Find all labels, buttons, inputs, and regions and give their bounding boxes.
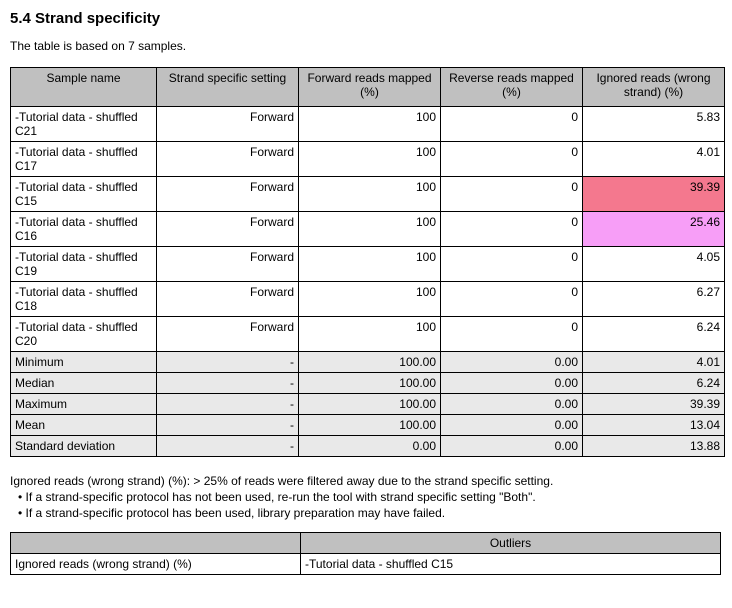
col-header-reverse: Reverse reads mapped (%) (441, 68, 583, 107)
table-header-row: Sample name Strand specific setting Forw… (11, 68, 725, 107)
notes-bullet-1: • If a strand-specific protocol has not … (10, 489, 722, 505)
cell-reverse: 0 (441, 212, 583, 247)
cell-ignored: 4.05 (583, 247, 725, 282)
cell-sample-name: -Tutorial data - shuffled C15 (11, 177, 157, 212)
table-row: -Tutorial data - shuffled C20Forward1000… (11, 317, 725, 352)
cell-forward: 100 (299, 282, 441, 317)
cell-stat-ignored: 13.04 (583, 415, 725, 436)
col-header-forward: Forward reads mapped (%) (299, 68, 441, 107)
cell-reverse: 0 (441, 247, 583, 282)
cell-strand: Forward (157, 177, 299, 212)
outliers-row-value: -Tutorial data - shuffled C15 (301, 553, 721, 574)
cell-stat-forward: 100.00 (299, 394, 441, 415)
intro-text: The table is based on 7 samples. (10, 39, 722, 53)
cell-stat-ignored: 13.88 (583, 436, 725, 457)
cell-stat-strand: - (157, 352, 299, 373)
cell-stat-reverse: 0.00 (441, 352, 583, 373)
section-title: 5.4 Strand specificity (10, 10, 722, 27)
cell-stat-label: Maximum (11, 394, 157, 415)
cell-sample-name: -Tutorial data - shuffled C19 (11, 247, 157, 282)
cell-strand: Forward (157, 107, 299, 142)
cell-stat-reverse: 0.00 (441, 436, 583, 457)
cell-stat-ignored: 4.01 (583, 352, 725, 373)
cell-forward: 100 (299, 107, 441, 142)
table-row: -Tutorial data - shuffled C16Forward1000… (11, 212, 725, 247)
cell-stat-ignored: 39.39 (583, 394, 725, 415)
outliers-row-label: Ignored reads (wrong strand) (%) (11, 553, 301, 574)
cell-ignored: 39.39 (583, 177, 725, 212)
table-row: -Tutorial data - shuffled C19Forward1000… (11, 247, 725, 282)
table-row: -Tutorial data - shuffled C15Forward1000… (11, 177, 725, 212)
cell-stat-forward: 0.00 (299, 436, 441, 457)
cell-sample-name: -Tutorial data - shuffled C20 (11, 317, 157, 352)
notes-bullet-2: • If a strand-specific protocol has been… (10, 505, 722, 521)
table-stat-row: Maximum-100.000.0039.39 (11, 394, 725, 415)
table-stat-row: Mean-100.000.0013.04 (11, 415, 725, 436)
cell-ignored: 6.27 (583, 282, 725, 317)
cell-strand: Forward (157, 142, 299, 177)
notes-block: Ignored reads (wrong strand) (%): > 25% … (10, 473, 722, 522)
col-header-sample: Sample name (11, 68, 157, 107)
cell-stat-forward: 100.00 (299, 415, 441, 436)
notes-line-1: Ignored reads (wrong strand) (%): > 25% … (10, 473, 722, 489)
cell-sample-name: -Tutorial data - shuffled C17 (11, 142, 157, 177)
cell-reverse: 0 (441, 317, 583, 352)
table-stat-row: Median-100.000.006.24 (11, 373, 725, 394)
col-header-strand: Strand specific setting (157, 68, 299, 107)
cell-strand: Forward (157, 317, 299, 352)
cell-stat-forward: 100.00 (299, 352, 441, 373)
cell-reverse: 0 (441, 177, 583, 212)
cell-strand: Forward (157, 212, 299, 247)
cell-stat-forward: 100.00 (299, 373, 441, 394)
cell-stat-strand: - (157, 415, 299, 436)
cell-strand: Forward (157, 282, 299, 317)
cell-forward: 100 (299, 177, 441, 212)
cell-reverse: 0 (441, 142, 583, 177)
outliers-table: Outliers Ignored reads (wrong strand) (%… (10, 532, 721, 575)
table-stat-row: Standard deviation-0.000.0013.88 (11, 436, 725, 457)
cell-forward: 100 (299, 142, 441, 177)
cell-ignored: 4.01 (583, 142, 725, 177)
section-number: 5.4 (10, 10, 31, 27)
cell-stat-label: Minimum (11, 352, 157, 373)
cell-reverse: 0 (441, 107, 583, 142)
cell-forward: 100 (299, 317, 441, 352)
outliers-header-row: Outliers (11, 532, 721, 553)
outliers-row: Ignored reads (wrong strand) (%) -Tutori… (11, 553, 721, 574)
table-row: -Tutorial data - shuffled C21Forward1000… (11, 107, 725, 142)
cell-strand: Forward (157, 247, 299, 282)
cell-sample-name: -Tutorial data - shuffled C16 (11, 212, 157, 247)
cell-stat-strand: - (157, 394, 299, 415)
strand-table: Sample name Strand specific setting Forw… (10, 67, 725, 457)
cell-stat-label: Median (11, 373, 157, 394)
cell-forward: 100 (299, 247, 441, 282)
outliers-header: Outliers (301, 532, 721, 553)
cell-sample-name: -Tutorial data - shuffled C21 (11, 107, 157, 142)
cell-ignored: 5.83 (583, 107, 725, 142)
table-stat-row: Minimum-100.000.004.01 (11, 352, 725, 373)
cell-forward: 100 (299, 212, 441, 247)
col-header-ignored: Ignored reads (wrong strand) (%) (583, 68, 725, 107)
section-heading: Strand specificity (35, 10, 160, 27)
cell-stat-strand: - (157, 373, 299, 394)
cell-stat-strand: - (157, 436, 299, 457)
cell-stat-ignored: 6.24 (583, 373, 725, 394)
cell-stat-reverse: 0.00 (441, 394, 583, 415)
table-row: -Tutorial data - shuffled C18Forward1000… (11, 282, 725, 317)
table-row: -Tutorial data - shuffled C17Forward1000… (11, 142, 725, 177)
cell-stat-label: Mean (11, 415, 157, 436)
cell-stat-reverse: 0.00 (441, 373, 583, 394)
cell-ignored: 6.24 (583, 317, 725, 352)
outliers-blank-header (11, 532, 301, 553)
cell-ignored: 25.46 (583, 212, 725, 247)
cell-stat-label: Standard deviation (11, 436, 157, 457)
cell-sample-name: -Tutorial data - shuffled C18 (11, 282, 157, 317)
cell-stat-reverse: 0.00 (441, 415, 583, 436)
cell-reverse: 0 (441, 282, 583, 317)
